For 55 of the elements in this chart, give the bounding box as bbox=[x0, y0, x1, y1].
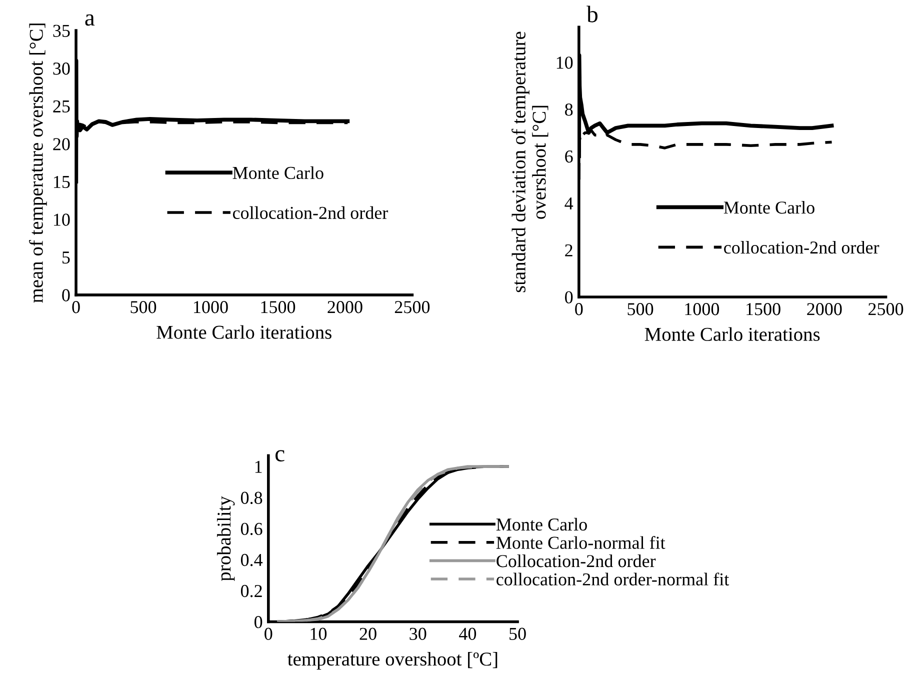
y-tick-label: 30 bbox=[53, 62, 70, 75]
x-tick-label: 2500 bbox=[394, 301, 430, 314]
legend-label: collocation-2nd order-normal fit bbox=[496, 572, 730, 586]
y-tick-label: 0.6 bbox=[240, 522, 262, 536]
y-tick-label: 0.8 bbox=[240, 492, 262, 504]
chart-title: c bbox=[276, 450, 284, 462]
y-tick-label: 0 bbox=[254, 616, 262, 628]
x-tick-label: 50 bbox=[510, 628, 526, 640]
x-tick-label: 40 bbox=[459, 628, 476, 640]
x-tick-label: 2500 bbox=[868, 303, 904, 316]
y-tick-label: 35 bbox=[53, 24, 70, 37]
y-tick-label: 0 bbox=[565, 291, 573, 304]
legend-label: Monte Carlo bbox=[496, 518, 587, 531]
y-axis-title: standard deviation of temperature overshoot [°C] bbox=[512, 32, 548, 292]
x-tick-label: 1500 bbox=[261, 301, 296, 314]
y-axis-title: mean of temperature overshoot [°C] bbox=[29, 24, 47, 303]
x-axis-title: temperature overshoot [ºC] bbox=[288, 652, 498, 670]
chart-title: a bbox=[85, 14, 95, 26]
x-tick-label: 0 bbox=[72, 301, 80, 314]
legend-label: Monte Carlo bbox=[232, 166, 324, 180]
y-tick-label: 0.4 bbox=[240, 554, 263, 566]
y-tick-label: 8 bbox=[565, 104, 573, 116]
y-tick-label: 10 bbox=[556, 56, 573, 69]
x-tick-label: 2000 bbox=[807, 303, 842, 316]
x-tick-label: 500 bbox=[628, 303, 654, 316]
x-tick-label: 10 bbox=[310, 628, 327, 640]
x-tick-label: 0 bbox=[575, 303, 583, 316]
y-tick-label: 0 bbox=[62, 289, 70, 302]
x-tick-label: 30 bbox=[410, 628, 426, 640]
x-tick-label: 1000 bbox=[685, 303, 720, 316]
y-tick-label: 6 bbox=[565, 150, 573, 163]
legend-label: Monte Carlo-normal fit bbox=[496, 536, 666, 549]
legend-label: Monte Carlo bbox=[724, 201, 814, 214]
y-tick-label: 5 bbox=[62, 252, 70, 264]
legend-label: collocation-2nd order bbox=[724, 240, 880, 254]
y-axis-title: probability bbox=[217, 496, 235, 582]
y-tick-label: 4 bbox=[564, 197, 574, 210]
x-tick-label: 20 bbox=[360, 628, 376, 640]
y-tick-label: 2 bbox=[565, 244, 572, 256]
legend-label: Collocation-2nd order bbox=[496, 554, 656, 568]
x-tick-label: 0 bbox=[264, 628, 272, 640]
x-axis-title: Monte Carlo iterations bbox=[156, 325, 332, 339]
x-axis-title: Monte Carlo iterations bbox=[644, 327, 820, 341]
y-tick-label: 1 bbox=[255, 460, 262, 473]
x-tick-label: 1000 bbox=[194, 301, 228, 314]
x-tick-label: 1500 bbox=[746, 303, 780, 316]
y-tick-label: 10 bbox=[54, 214, 70, 226]
y-tick-label: 0.2 bbox=[240, 584, 262, 598]
y-tick-label: 25 bbox=[53, 100, 70, 112]
y-tick-label: 15 bbox=[54, 176, 70, 188]
chart-title: b bbox=[586, 6, 598, 22]
x-tick-label: 2000 bbox=[328, 301, 362, 314]
legend-label: collocation-2nd order bbox=[232, 206, 388, 220]
y-tick-label: 20 bbox=[53, 138, 70, 150]
x-tick-label: 500 bbox=[130, 301, 156, 314]
